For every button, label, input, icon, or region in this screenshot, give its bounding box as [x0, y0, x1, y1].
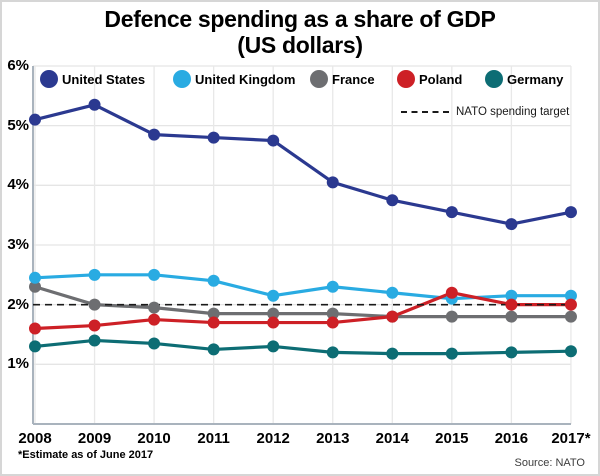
chart-title: Defence spending as a share of GDP (US d…	[2, 6, 598, 58]
x-tick-2013: 2013	[316, 430, 350, 447]
line-germany	[33, 338, 573, 356]
nato-target-label: NATO spending target	[456, 106, 570, 118]
point-france-2016	[505, 310, 518, 323]
point-united-states-2013	[326, 176, 339, 189]
point-poland-2014	[386, 310, 399, 323]
point-united-states-2011	[207, 131, 220, 144]
point-united-kingdom-2008	[29, 271, 41, 284]
legend-item-poland: Poland	[397, 70, 462, 88]
legend-item-france: France	[310, 70, 375, 88]
point-poland-2016	[505, 298, 518, 311]
x-tick-2009: 2009	[77, 430, 112, 447]
nato-target-legend: NATO spending target	[401, 106, 569, 118]
point-united-states-2008	[29, 113, 41, 126]
line-united-states	[33, 103, 573, 226]
point-germany-2014	[386, 347, 399, 360]
y-tick-1pct: 1%	[7, 355, 29, 373]
point-united-kingdom-2010	[148, 268, 161, 281]
footnote: *Estimate as of June 2017	[18, 449, 154, 461]
point-germany-2012	[267, 340, 280, 353]
legend-dot-icon-united-kingdom	[173, 70, 191, 88]
line-united-kingdom	[33, 273, 573, 301]
x-tick-2017-: 2017*	[551, 430, 591, 447]
legend-dot-icon-poland	[397, 70, 415, 88]
point-poland-2008	[29, 322, 41, 335]
point-germany-2016	[505, 346, 518, 359]
chart-title-line1: Defence spending as a share of GDP	[104, 6, 496, 32]
point-france-2008	[29, 280, 41, 293]
point-united-states-2010	[148, 128, 161, 141]
point-germany-2013	[326, 346, 339, 359]
point-france-2010	[148, 301, 161, 314]
point-united-kingdom-2014	[386, 286, 399, 299]
x-tick-2008: 2008	[18, 430, 52, 447]
legend-label-poland: Poland	[419, 71, 463, 87]
legend-item-germany: Germany	[485, 70, 563, 88]
point-united-states-2009	[88, 98, 101, 111]
y-tick-3pct: 3%	[7, 235, 29, 253]
point-germany-2010	[148, 337, 161, 350]
point-germany-2015	[445, 347, 458, 360]
legend-dot-icon-france	[310, 70, 328, 88]
point-united-kingdom-2012	[267, 289, 280, 302]
x-tick-2011: 2011	[197, 430, 230, 447]
point-poland-2012	[267, 316, 280, 329]
x-tick-2012: 2012	[256, 430, 290, 447]
y-tick-5pct: 5%	[7, 116, 29, 134]
point-united-states-2012	[267, 134, 280, 147]
legend-item-united-states: United States	[40, 70, 145, 88]
legend-dot-icon-germany	[485, 70, 503, 88]
point-poland-2013	[326, 316, 339, 329]
point-france-2013	[326, 307, 339, 320]
legend-label-united-states: United States	[62, 71, 146, 87]
legend-dot-icon-united-states	[40, 70, 58, 88]
legend-label-germany: Germany	[507, 71, 564, 87]
point-poland-2009	[88, 319, 101, 332]
point-united-states-2014	[386, 194, 399, 207]
point-united-kingdom-2013	[326, 280, 339, 293]
point-united-states-2017-	[564, 206, 577, 219]
point-france-2009	[88, 298, 101, 311]
y-tick-4pct: 4%	[7, 176, 29, 194]
legend-item-united-kingdom: United Kingdom	[173, 70, 295, 88]
point-united-states-2015	[445, 206, 458, 219]
point-poland-2015	[445, 286, 458, 299]
y-tick-2pct: 2%	[7, 295, 29, 313]
point-germany-2009	[88, 334, 101, 347]
y-tick-6pct: 6%	[7, 56, 29, 74]
x-tick-2015: 2015	[435, 430, 469, 447]
point-poland-2011	[207, 316, 220, 329]
line-france	[33, 285, 573, 319]
point-united-kingdom-2009	[88, 268, 101, 281]
point-france-2012	[267, 307, 280, 320]
point-france-2017-	[564, 310, 577, 323]
legend-label-france: France	[332, 71, 375, 87]
point-united-kingdom-2017-	[564, 289, 577, 302]
point-france-2011	[207, 307, 220, 320]
point-germany-2008	[29, 340, 41, 353]
dashed-line-icon	[401, 111, 449, 113]
line-poland	[33, 291, 573, 331]
point-poland-2010	[148, 313, 161, 326]
chart-title-line2: (US dollars)	[237, 32, 363, 58]
point-germany-2017-	[564, 345, 577, 358]
legend-label-united-kingdom: United Kingdom	[195, 71, 296, 87]
point-united-states-2016	[505, 218, 518, 231]
x-tick-2014: 2014	[375, 430, 409, 447]
point-united-kingdom-2016	[505, 289, 518, 302]
x-tick-2010: 2010	[137, 430, 171, 447]
point-united-kingdom-2011	[207, 274, 220, 287]
point-france-2015	[445, 310, 458, 323]
point-poland-2017-	[564, 298, 577, 311]
source-credit: Source: NATO	[514, 457, 585, 469]
point-germany-2011	[207, 343, 220, 356]
x-tick-2016: 2016	[494, 430, 529, 447]
